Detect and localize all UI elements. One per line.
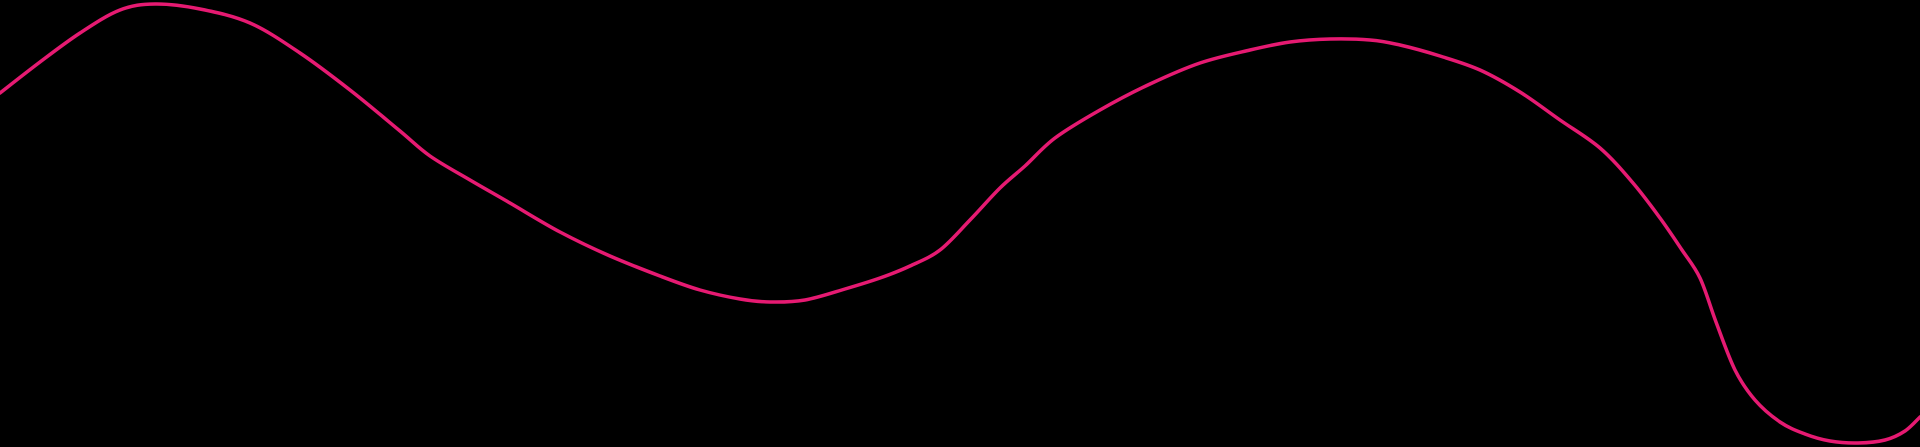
chart-area	[0, 2, 1920, 445]
wave-curve	[0, 2, 1920, 445]
wave-line-chart	[0, 2, 1920, 445]
